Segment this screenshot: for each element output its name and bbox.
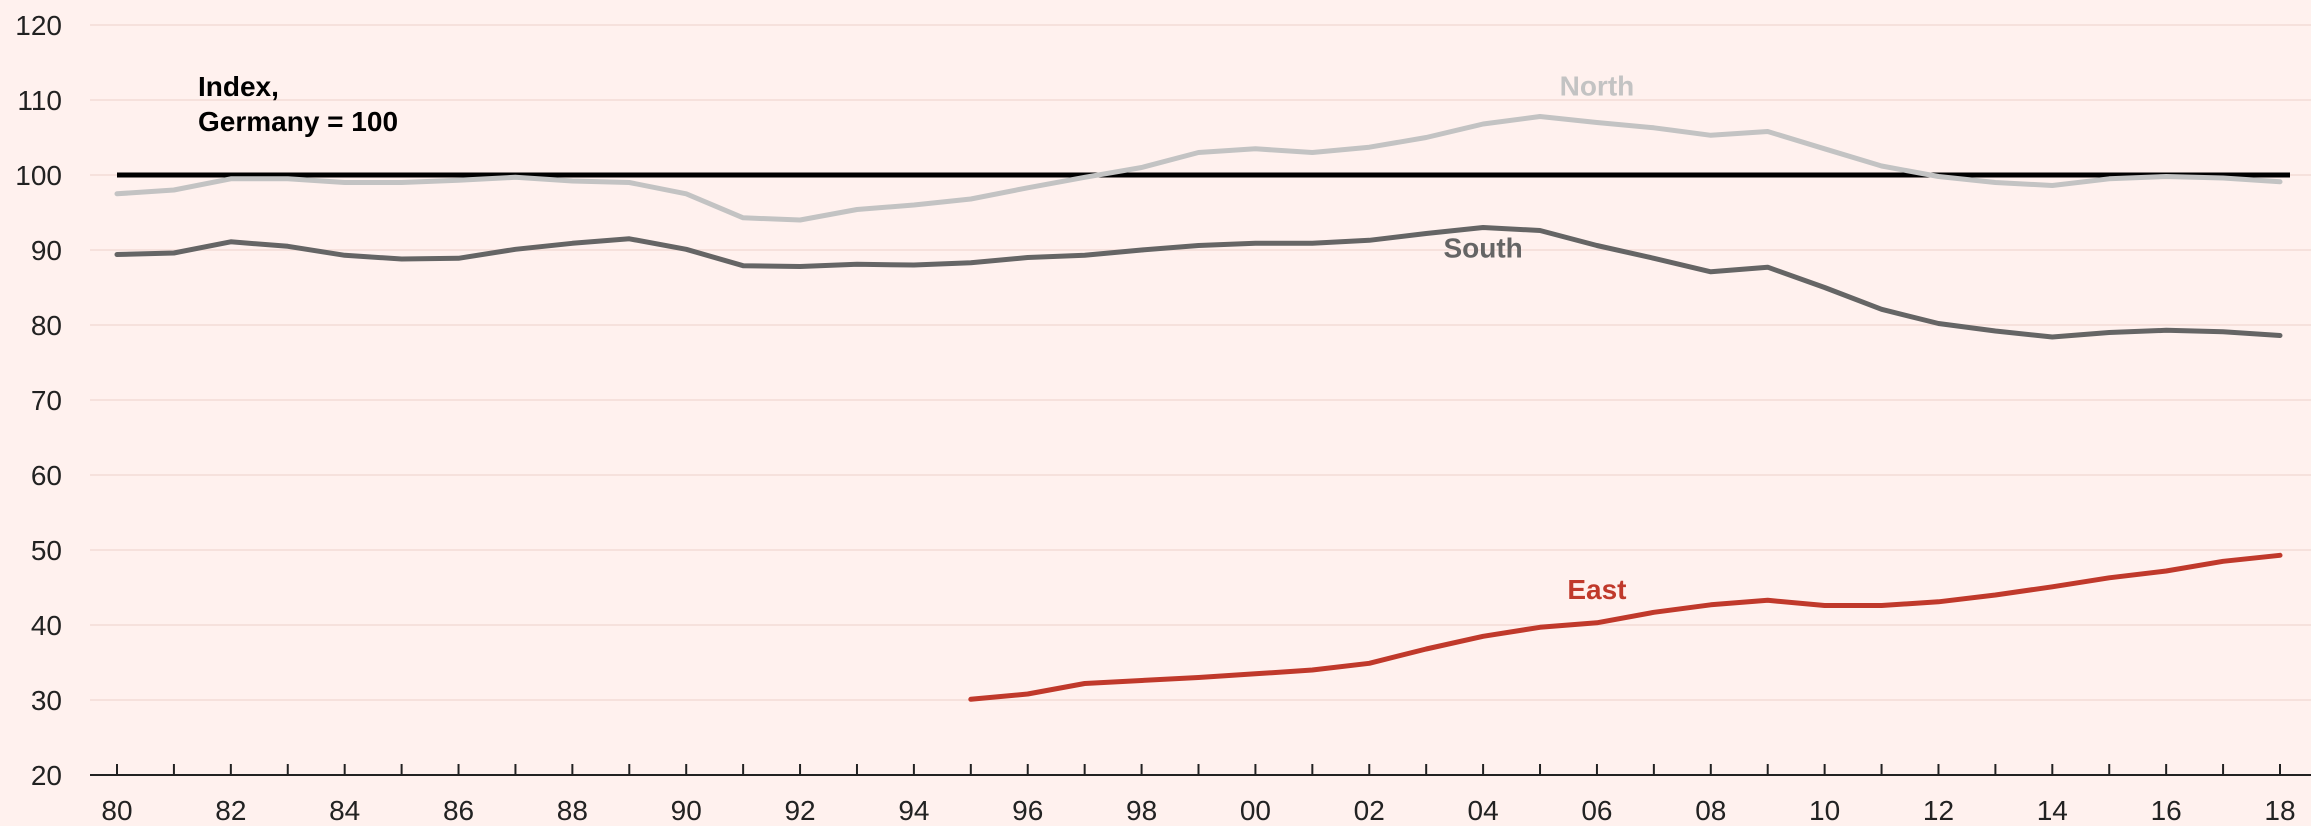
y-tick-label: 120 xyxy=(15,10,62,41)
series-label-south: South xyxy=(1443,233,1522,264)
x-tick-label: 10 xyxy=(1809,795,1840,826)
y-tick-label: 80 xyxy=(31,310,62,341)
y-tick-label: 110 xyxy=(17,85,62,116)
x-tick-label: 06 xyxy=(1581,795,1612,826)
x-tick-label: 04 xyxy=(1468,795,1499,826)
x-tick-label: 02 xyxy=(1354,795,1385,826)
x-tick-label: 08 xyxy=(1695,795,1726,826)
y-tick-label: 100 xyxy=(15,160,62,191)
x-tick-label: 88 xyxy=(557,795,588,826)
x-tick-label: 94 xyxy=(898,795,929,826)
y-axis-ticks: 20 30 40 50 60 70 80 90 100 110 120 xyxy=(15,10,62,791)
gridlines xyxy=(90,24,2311,701)
x-tick-label: 90 xyxy=(671,795,702,826)
x-tick-label: 84 xyxy=(329,795,360,826)
x-tick-label: 80 xyxy=(101,795,132,826)
y-tick-label: 30 xyxy=(31,685,62,716)
x-tick-label: 96 xyxy=(1012,795,1043,826)
y-tick-label: 90 xyxy=(31,235,62,266)
y-tick-label: 50 xyxy=(31,535,62,566)
series-label-east: East xyxy=(1567,574,1626,605)
series-line-south xyxy=(114,225,2283,340)
x-tick-label: 92 xyxy=(784,795,815,826)
x-tick-label: 18 xyxy=(2264,795,2295,826)
annotation-line-2: Germany = 100 xyxy=(198,106,398,137)
y-tick-label: 60 xyxy=(31,460,62,491)
x-tick-label: 00 xyxy=(1240,795,1271,826)
series-line-north xyxy=(114,114,2283,223)
y-tick-label: 20 xyxy=(31,760,62,791)
y-tick-label: 40 xyxy=(31,610,62,641)
series-layer xyxy=(114,114,2283,702)
series-line-east xyxy=(968,552,2283,702)
series-label-north: North xyxy=(1560,71,1635,102)
x-tick-label: 86 xyxy=(443,795,474,826)
x-tick-label: 16 xyxy=(2151,795,2182,826)
x-axis: 80 82 84 86 88 90 92 94 96 98 00 02 04 06 08 10 12 14 16 18 xyxy=(90,764,2311,826)
y-tick-label: 70 xyxy=(31,385,62,416)
series-labels: North South East xyxy=(1443,71,1634,605)
x-tick-label: 98 xyxy=(1126,795,1157,826)
x-tick-label: 12 xyxy=(1923,795,1954,826)
annotation-line-1: Index, xyxy=(198,71,279,102)
x-tick-label: 14 xyxy=(2037,795,2068,826)
x-tick-label: 82 xyxy=(215,795,246,826)
